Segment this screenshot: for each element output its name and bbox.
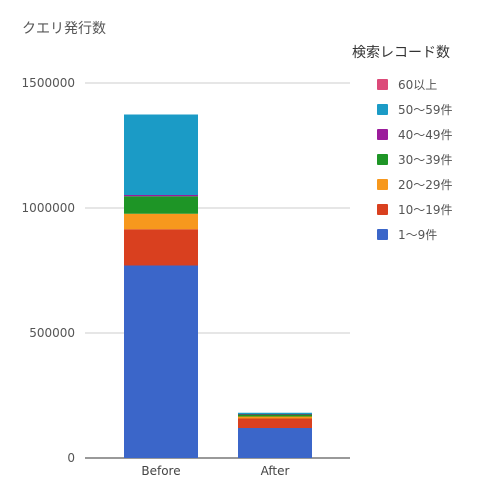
- y-tick-label: 0: [67, 451, 75, 465]
- bar-segment[interactable]: [238, 412, 312, 414]
- y-tick-label: 1500000: [22, 76, 75, 90]
- legend-item[interactable]: 30〜39件: [377, 147, 453, 172]
- bar-segment[interactable]: [238, 414, 312, 415]
- legend-label: 10〜19件: [398, 203, 453, 217]
- legend-item[interactable]: 50〜59件: [377, 97, 453, 122]
- bar-segment[interactable]: [238, 418, 312, 429]
- legend-item[interactable]: 10〜19件: [377, 197, 453, 222]
- legend-label: 30〜39件: [398, 153, 453, 167]
- legend-label: 40〜49件: [398, 128, 453, 142]
- bar-segment[interactable]: [124, 229, 198, 266]
- x-category-label: After: [261, 464, 290, 478]
- legend-swatch: [377, 104, 388, 115]
- bar-segment[interactable]: [238, 428, 312, 458]
- legend-label: 1〜9件: [398, 228, 438, 242]
- legend-item[interactable]: 60以上: [377, 72, 453, 97]
- bar-segment[interactable]: [238, 414, 312, 417]
- x-category-label: Before: [141, 464, 180, 478]
- legend-swatch: [377, 204, 388, 215]
- legend-swatch: [377, 229, 388, 240]
- chart-title: クエリ発行数: [22, 21, 106, 37]
- legend-title: 検索レコード数: [352, 45, 450, 61]
- bar-segment[interactable]: [124, 213, 198, 230]
- legend-item[interactable]: 1〜9件: [377, 222, 453, 247]
- legend-swatch: [377, 79, 388, 90]
- bar-segment[interactable]: [124, 196, 198, 214]
- legend-swatch: [377, 154, 388, 165]
- y-tick-label: 500000: [29, 326, 75, 340]
- legend-swatch: [377, 129, 388, 140]
- bar-segment[interactable]: [124, 195, 198, 197]
- legend-item[interactable]: 40〜49件: [377, 122, 453, 147]
- legend: 60以上 50〜59件 40〜49件 30〜39件 20〜29件 10〜19件 1〜9件: [377, 72, 453, 247]
- y-tick-label: 1000000: [22, 201, 75, 215]
- legend-label: 20〜29件: [398, 178, 453, 192]
- bar-segment[interactable]: [124, 265, 198, 459]
- bar-segment[interactable]: [124, 114, 198, 196]
- bar-segment[interactable]: [238, 416, 312, 419]
- legend-swatch: [377, 179, 388, 190]
- legend-label: 60以上: [398, 78, 438, 92]
- legend-item[interactable]: 20〜29件: [377, 172, 453, 197]
- legend-label: 50〜59件: [398, 103, 453, 117]
